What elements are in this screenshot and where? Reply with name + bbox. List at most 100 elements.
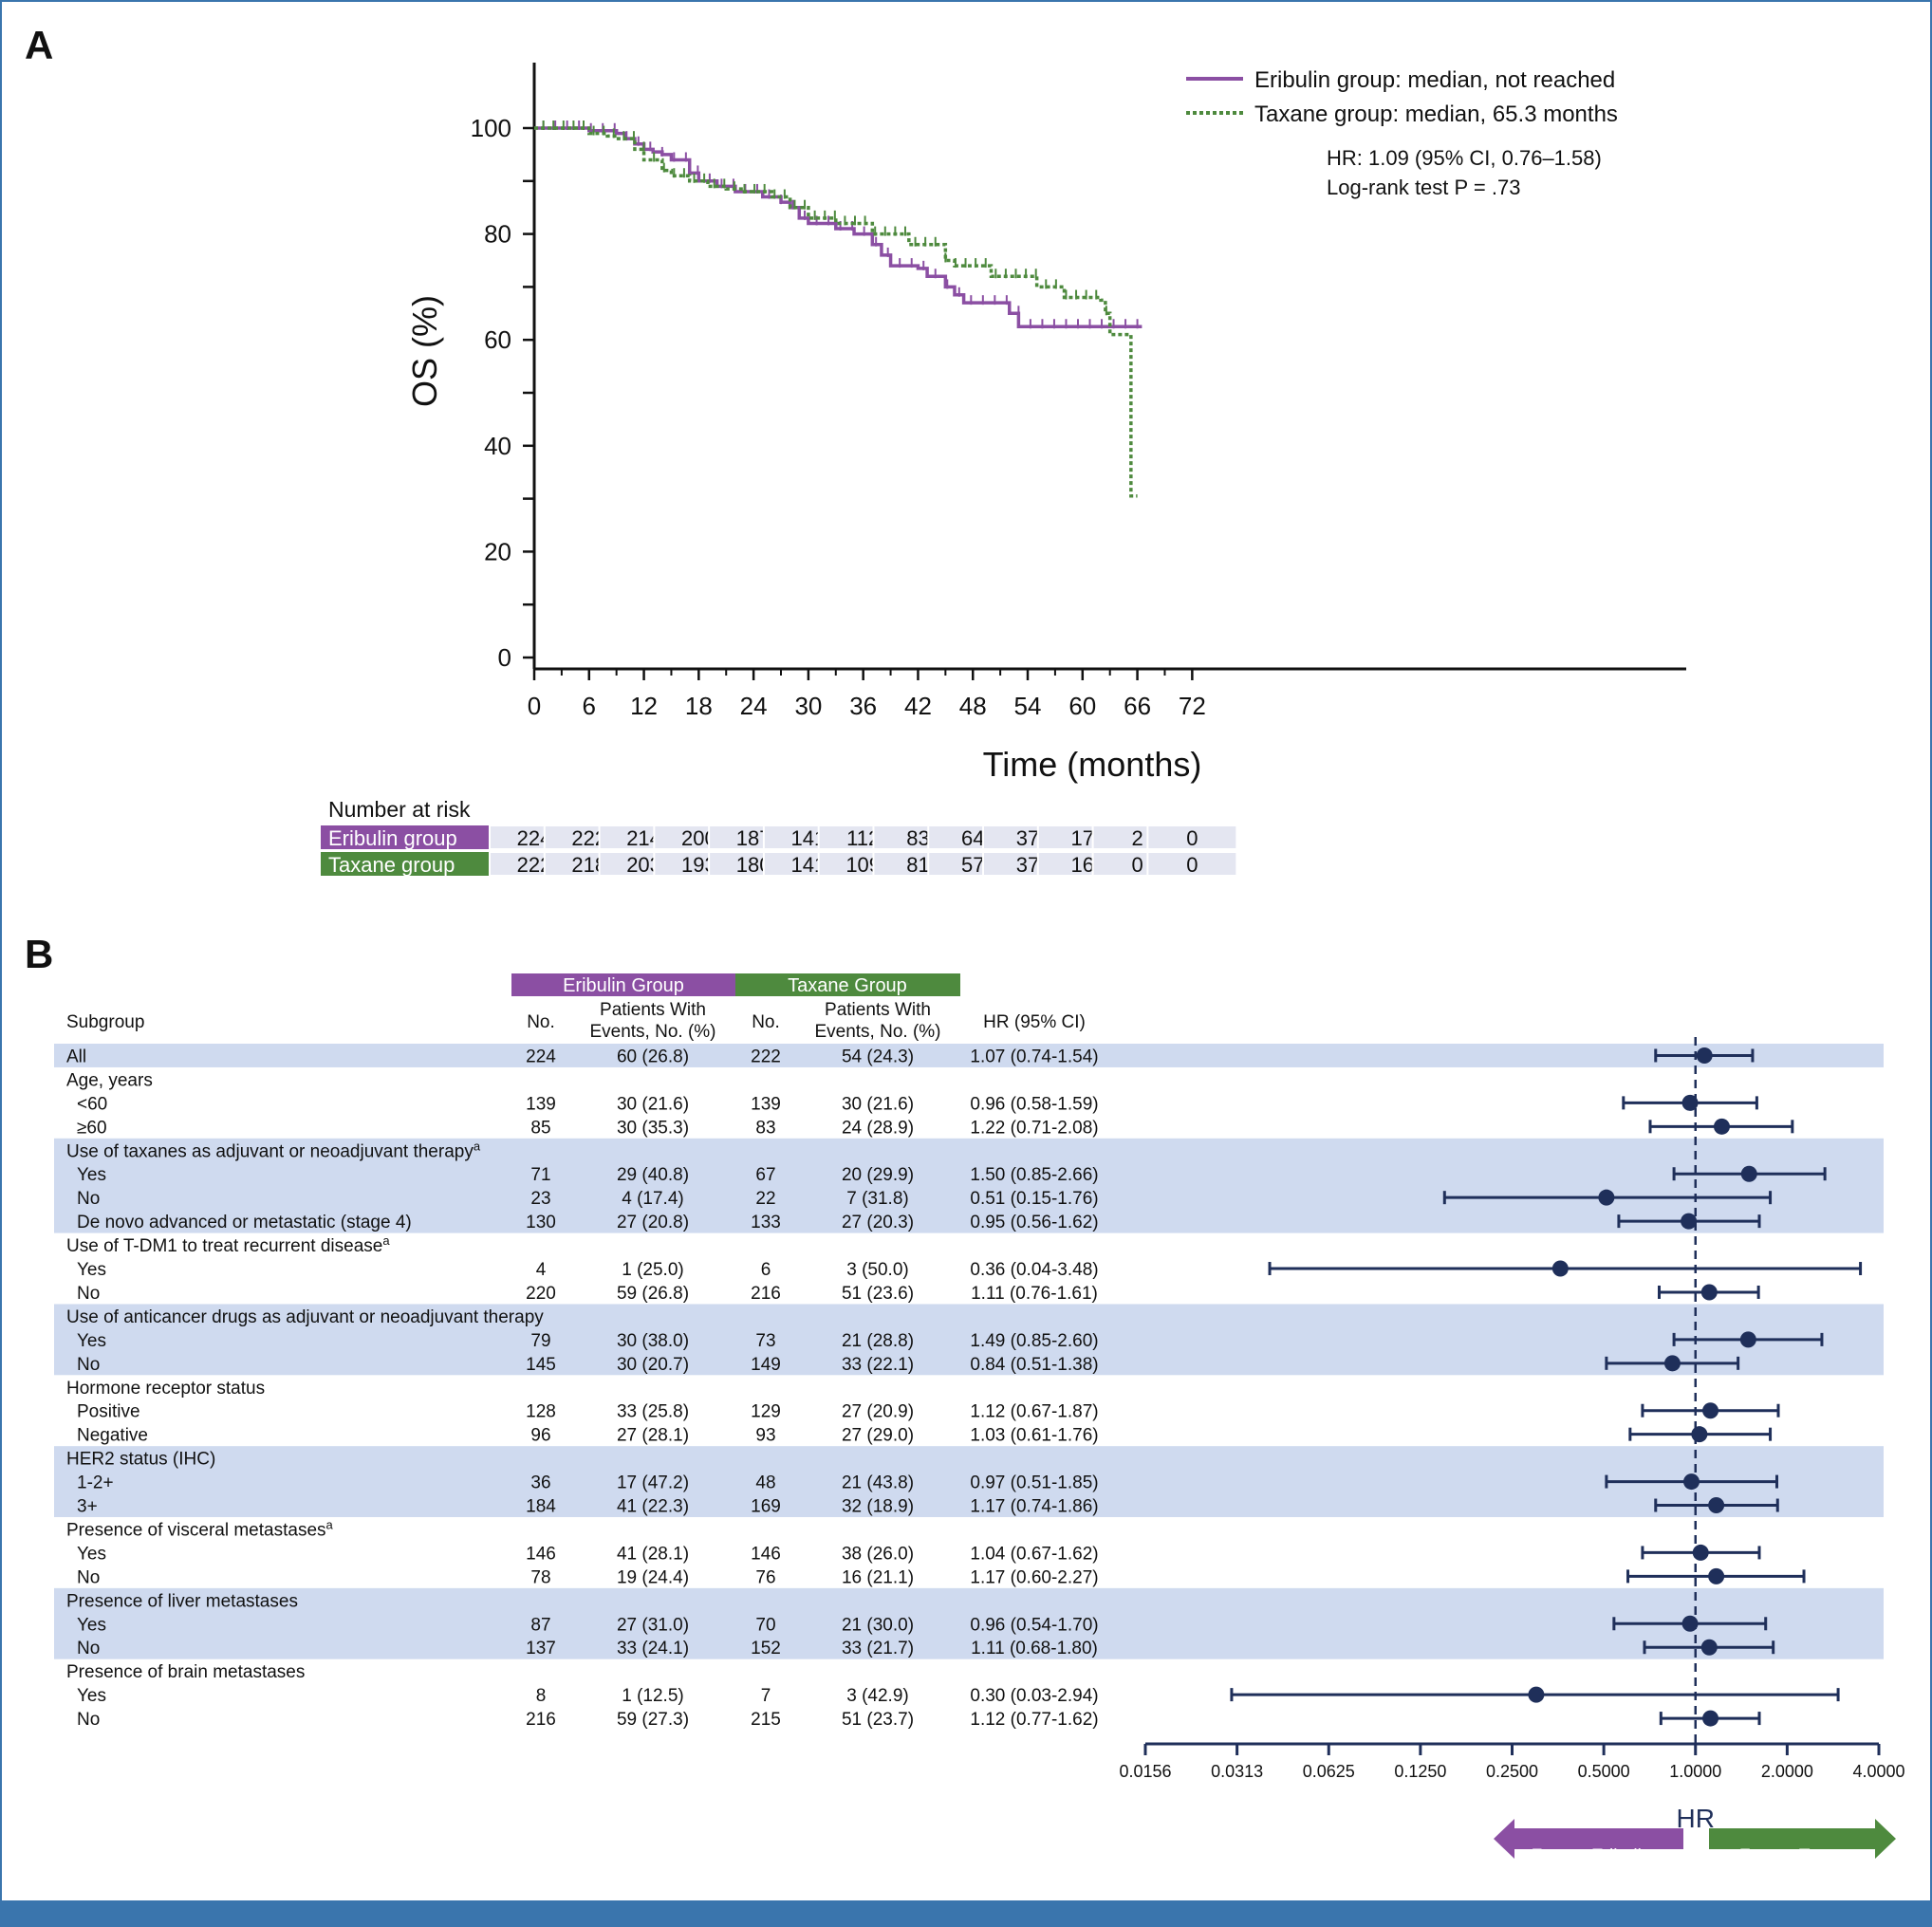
hr-point [1681,1094,1699,1111]
subgroup-label: No [77,1284,100,1304]
panel-label-b: B [25,932,54,976]
taxane-events: 51 (23.6) [842,1284,914,1304]
taxane-events: 27 (20.3) [842,1213,914,1232]
hr-point [1708,1497,1725,1514]
subgroup-label: Yes [77,1544,106,1564]
subgroup-label: Yes [77,1686,106,1706]
favors-taxane-arrow [1709,1819,1896,1859]
hr-point [1691,1426,1708,1443]
y-tick-label: 0 [498,643,511,672]
eribulin-events: 1 (12.5) [622,1686,683,1706]
subgroup-label: Positive [77,1402,140,1422]
hr-ci-text: 0.96 (0.58-1.59) [970,1094,1098,1114]
hr-ci-text: 1.17 (0.74-1.86) [970,1497,1098,1517]
hr-ci-text: 1.07 (0.74-1.54) [970,1047,1098,1066]
risk-cell-value: 81 [906,853,929,877]
hr-point [1739,1331,1756,1348]
eribulin-events: 59 (26.8) [617,1284,689,1304]
y-tick-label: 40 [484,432,511,460]
hr-point [1713,1118,1730,1135]
eribulin-no: 78 [530,1567,550,1587]
row-band [54,1304,1884,1376]
row-band [54,1044,1884,1067]
subgroup-label: ≥60 [77,1118,107,1138]
hr-point [1700,1639,1718,1656]
forest-x-tick-label: 2.0000 [1761,1762,1813,1781]
risk-cell [1146,851,1238,877]
eribulin-no: 145 [526,1355,556,1375]
subgroup-label: 1-2+ [77,1473,114,1493]
hr-ci-text: 0.84 (0.51-1.38) [970,1355,1098,1375]
eribulin-events: 59 (27.3) [617,1710,689,1730]
taxane-group-header-bg [735,973,960,996]
taxane-no: 76 [755,1567,775,1587]
y-tick-label: 20 [484,537,511,565]
subgroup-label: No [77,1710,100,1730]
eribulin-no: 224 [526,1047,556,1066]
hr-point [1683,1473,1700,1491]
hr-ci-text: 0.36 (0.04-3.48) [970,1260,1098,1280]
x-tick-label: 30 [794,692,822,720]
eribulin-events: 60 (26.8) [617,1047,689,1066]
eribulin-no: 216 [526,1710,556,1730]
taxane-events: 20 (29.9) [842,1165,914,1185]
taxane-events: 3 (50.0) [846,1260,908,1280]
taxane-no: 222 [751,1047,781,1066]
eribulin-no: 184 [526,1497,556,1517]
hr-ci-text: 0.97 (0.51-1.85) [970,1473,1098,1493]
eribulin-events: 33 (24.1) [617,1639,689,1658]
forest-x-tick-label: 0.0313 [1211,1762,1263,1781]
subgroup-header: Presence of brain metastases [66,1662,305,1682]
subgroup-label: Yes [77,1615,106,1635]
taxane-no: 152 [751,1639,781,1658]
taxane-events: 51 (23.7) [842,1710,914,1730]
subgroup-header: Use of T-DM1 to treat recurrent diseasea [66,1233,390,1257]
taxane-events: 38 (26.0) [842,1544,914,1564]
subgroup-label: No [77,1639,100,1658]
eribulin-no: 137 [526,1639,556,1658]
x-tick-label: 48 [959,692,987,720]
hr-ci-text: 1.12 (0.67-1.87) [970,1402,1098,1422]
eribulin-no: 87 [530,1615,550,1635]
legend-eribulin-label: Eribulin group: median, not reached [1254,67,1615,93]
eribulin-no: 130 [526,1213,556,1232]
y-tick-label: 60 [484,325,511,354]
taxane-curve [534,126,1138,498]
eribulin-events: 27 (31.0) [617,1615,689,1635]
hr-ci-text: 0.95 (0.56-1.62) [970,1213,1098,1232]
risk-cell-value: 0 [1186,853,1198,877]
subgroup-label: No [77,1355,100,1375]
eribulin-events: 4 (17.4) [622,1189,683,1209]
forest-x-tick-label: 0.1250 [1394,1762,1446,1781]
eribulin-no: 139 [526,1094,556,1114]
subgroup-label: Yes [77,1331,106,1351]
taxane-events: 33 (22.1) [842,1355,914,1375]
hr-point [1700,1284,1718,1301]
taxane-events: 21 (43.8) [842,1473,914,1493]
taxane-no: 93 [755,1426,775,1446]
eribulin-events: 27 (28.1) [617,1426,689,1446]
col-eribulin-events-2: Events, No. (%) [589,1022,715,1042]
hr-point [1551,1260,1569,1277]
taxane-events: 21 (28.8) [842,1331,914,1351]
eribulin-events: 41 (22.3) [617,1497,689,1517]
eribulin-events: 19 (24.4) [617,1567,689,1587]
subgroup-label: De novo advanced or metastatic (stage 4) [77,1213,412,1232]
risk-row-label: Eribulin group [328,826,457,850]
footnote-marker: a [326,1517,334,1531]
col-eribulin-no: No. [527,1012,555,1032]
eribulin-no: 23 [530,1189,550,1209]
hr-ci-text: 0.51 (0.15-1.76) [970,1189,1098,1209]
eribulin-events: 30 (35.3) [617,1118,689,1138]
hr-point [1598,1189,1615,1206]
risk-table-title: Number at risk [328,797,471,822]
x-tick-label: 24 [740,692,768,720]
taxane-no: 169 [751,1497,781,1517]
col-subgroup: Subgroup [66,1012,144,1032]
col-taxane-events-2: Events, No. (%) [814,1022,940,1042]
eribulin-no: 146 [526,1544,556,1564]
row-band [54,1587,1884,1659]
hr-ci-text: 1.12 (0.77-1.62) [970,1710,1098,1730]
